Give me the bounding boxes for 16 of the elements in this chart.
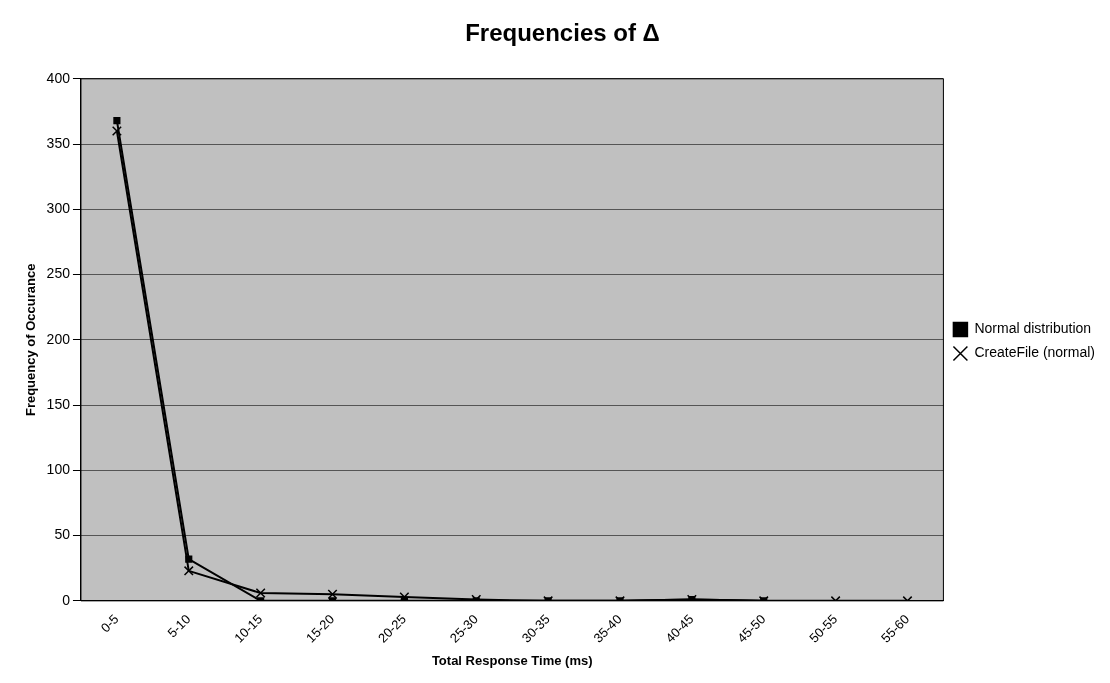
y-tick-label: 250 (46, 265, 71, 282)
y-tick-label: 150 (46, 395, 71, 412)
y-tick-label: 350 (46, 134, 71, 151)
y-tick-label: 100 (46, 461, 71, 478)
x-tick-label: 0-5 (97, 611, 122, 636)
y-tick-label: 300 (46, 200, 71, 217)
y-axis-title: Frequency of Occurance (23, 263, 39, 417)
y-tick-label: 200 (46, 330, 71, 347)
x-tick-label: 5-10 (164, 611, 194, 641)
legend-label: CreateFile (normal) (974, 344, 1096, 361)
y-tick-label: 0 (62, 591, 71, 608)
chart-title: Frequencies of Δ (465, 19, 660, 47)
y-tick-label: 50 (54, 526, 71, 543)
legend-label: Normal distribution (974, 320, 1092, 337)
y-tick-label: 400 (46, 69, 71, 86)
x-axis-title: Total Response Time (ms) (431, 652, 593, 668)
